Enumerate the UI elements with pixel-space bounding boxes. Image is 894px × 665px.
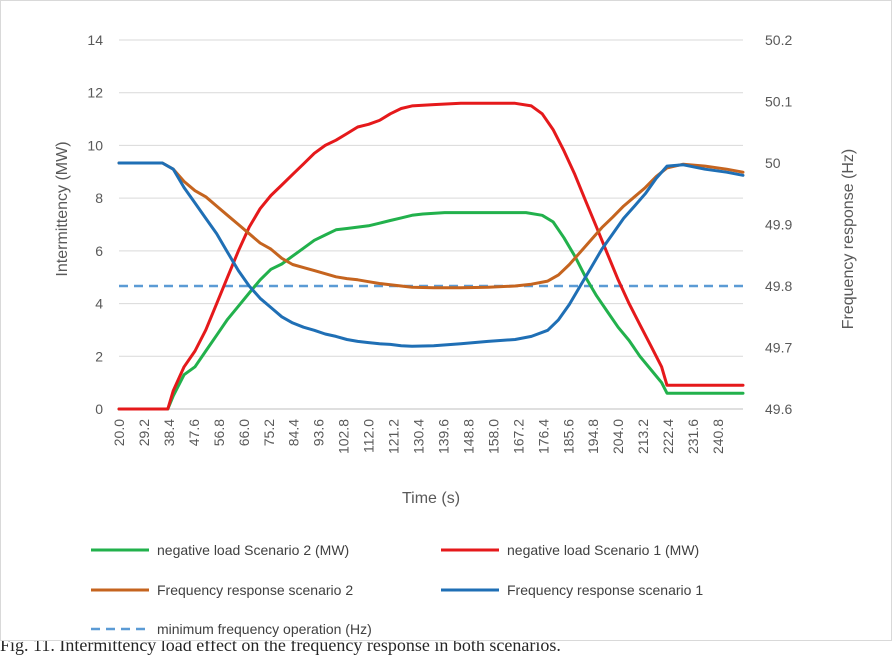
y-left-tick-label: 8 [95, 190, 103, 206]
y-right-tick-label: 50 [765, 155, 781, 171]
y-left-tick-label: 12 [87, 85, 103, 101]
x-tick-label: 130.4 [411, 419, 427, 454]
x-tick-label: 47.6 [186, 419, 202, 446]
x-tick-label: 29.2 [136, 419, 152, 446]
y-right-tick-label: 49.7 [765, 340, 792, 356]
y-axis-left-label: Intermittency (MW) [54, 141, 71, 276]
figure-caption: Fig. 11. Intermittency load effect on th… [0, 641, 561, 655]
y-left-tick-label: 14 [87, 32, 103, 48]
y-left-tick-label: 2 [95, 348, 103, 364]
x-tick-label: 75.2 [261, 419, 277, 446]
x-tick-label: 102.8 [336, 419, 352, 454]
x-tick-label: 20.0 [111, 419, 127, 446]
series-line-2 [117, 101, 745, 411]
x-tick-label: 240.8 [710, 419, 726, 454]
x-tick-label: 84.4 [286, 419, 302, 446]
x-tick-label: 213.2 [635, 419, 651, 454]
x-tick-label: 56.8 [211, 419, 227, 446]
y-right-tick-label: 50.1 [765, 94, 792, 110]
legend-label: Frequency response scenario 1 [507, 582, 703, 598]
x-tick-label: 121.2 [386, 419, 402, 454]
legend-label: minimum frequency operation (Hz) [157, 621, 372, 637]
caption-strip: Fig. 11. Intermittency load effect on th… [0, 641, 894, 665]
x-tick-label: 93.6 [311, 419, 327, 446]
x-tick-label: 222.4 [660, 419, 676, 454]
x-tick-label: 176.4 [535, 419, 551, 454]
x-tick-label: 139.6 [435, 419, 451, 454]
series-line-3 [117, 161, 745, 290]
y-right-tick-label: 49.8 [765, 278, 792, 294]
x-tick-label: 204.0 [610, 419, 626, 454]
y-axis-right-label: Frequency response (Hz) [840, 149, 857, 330]
series-group [117, 101, 745, 411]
legend-label: Frequency response scenario 2 [157, 582, 353, 598]
y-right-tick-label: 49.6 [765, 401, 792, 417]
y-left-tick-label: 10 [87, 137, 103, 153]
chart-frame: 0 2 4 6 8 10 12 14 49.6 49.7 49.8 49.9 50 50.1 50.2 2… [0, 0, 892, 641]
x-axis-label: Time (s) [402, 490, 460, 507]
line-chart: 0 2 4 6 8 10 12 14 49.6 49.7 49.8 49.9 50 50.1 50.2 2… [54, 32, 857, 637]
legend-label: negative load Scenario 2 (MW) [157, 542, 349, 558]
right-axis-ticks: 49.6 49.7 49.8 49.9 50 50.1 50.2 [765, 32, 792, 417]
y-left-tick-label: 6 [95, 243, 103, 259]
legend: negative load Scenario 2 (MW) negative lo… [91, 542, 703, 637]
x-tick-label: 158.0 [485, 419, 501, 454]
left-axis-ticks: 0 2 4 6 8 10 12 14 [87, 32, 103, 417]
series-line-1 [117, 211, 745, 411]
x-tick-label: 167.2 [510, 419, 526, 454]
y-left-tick-label: 0 [95, 401, 103, 417]
x-tick-label: 194.8 [585, 419, 601, 454]
legend-label: negative load Scenario 1 (MW) [507, 542, 699, 558]
x-tick-label: 148.8 [460, 419, 476, 454]
x-axis-ticks: 20.0 29.2 38.4 47.6 56.8 66.0 75.2 84.4 93.6 102.… [111, 419, 726, 454]
x-tick-label: 66.0 [236, 419, 252, 446]
x-tick-label: 38.4 [161, 419, 177, 446]
x-tick-label: 231.6 [685, 419, 701, 454]
x-tick-label: 112.0 [361, 419, 377, 453]
y-right-tick-label: 49.9 [765, 217, 792, 233]
y-left-tick-label: 4 [95, 296, 103, 312]
gridlines [119, 39, 743, 410]
series-line-4 [117, 161, 745, 348]
x-tick-label: 185.6 [560, 419, 576, 454]
y-right-tick-label: 50.2 [765, 32, 792, 48]
